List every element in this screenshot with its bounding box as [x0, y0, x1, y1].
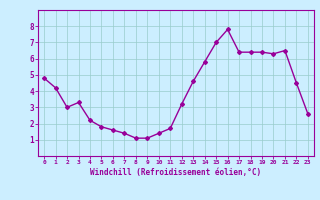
X-axis label: Windchill (Refroidissement éolien,°C): Windchill (Refroidissement éolien,°C)	[91, 168, 261, 177]
